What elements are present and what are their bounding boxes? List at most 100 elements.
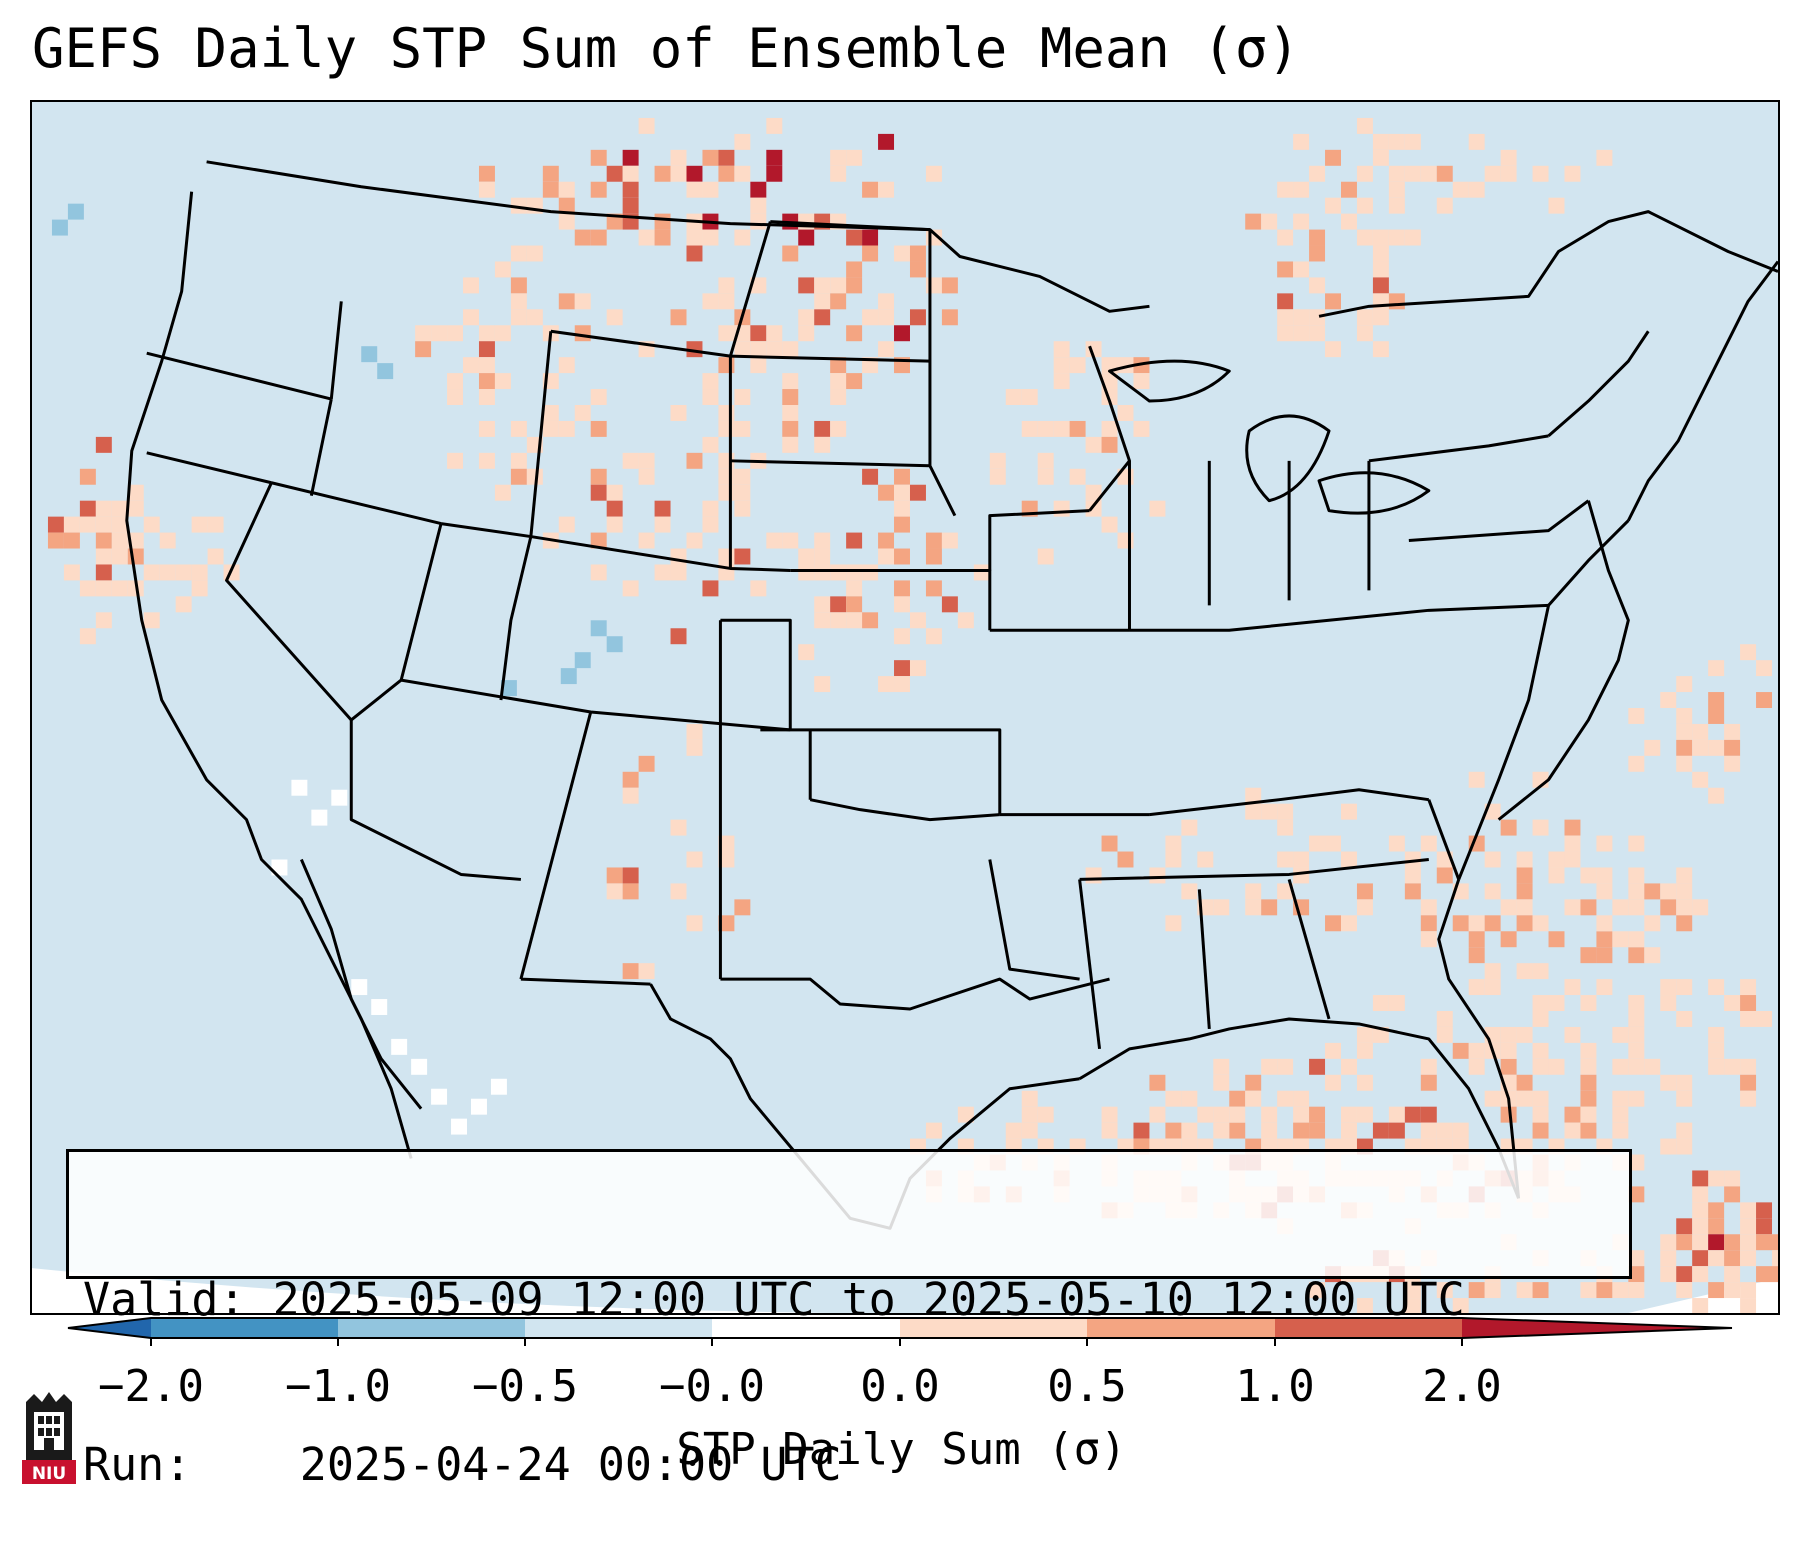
anomaly-cell [463,357,479,374]
anomaly-cell [1500,149,1517,166]
anomaly-cell [622,771,639,788]
anomaly-cell [1213,1122,1230,1139]
anomaly-cell [1596,915,1613,932]
anomaly-cell [894,245,910,262]
anomaly-cell [1341,915,1357,932]
anomaly-cell [1564,835,1581,852]
anomaly-cell [1676,883,1693,900]
anomaly-cell [1085,341,1102,358]
anomaly-cell [1516,1074,1533,1091]
anomaly-cell [1181,1090,1198,1107]
anomaly-cell [894,325,910,342]
anomaly-cell [590,229,607,246]
anomaly-cell [654,229,671,246]
anomaly-cell [766,117,783,134]
anomaly-cell [1468,1282,1485,1299]
anomaly-cell [1660,979,1677,996]
anomaly-cell [894,500,910,517]
anomaly-cell [1484,979,1501,996]
anomaly-cell [925,1122,942,1139]
anomaly-cell [814,596,831,613]
anomaly-cell [1596,835,1613,852]
anomaly-cell [1724,1186,1741,1203]
anomaly-cell [1532,1042,1549,1059]
anomaly-cell [558,516,575,533]
anomaly-cell [989,468,1006,485]
anomaly-cell [478,389,495,405]
anomaly-cell [1277,325,1294,342]
anomaly-cell-zero [431,1088,448,1105]
anomaly-cell [622,883,639,900]
anomaly-cell [542,181,559,198]
anomaly-cell [1468,947,1485,964]
anomaly-cell [1229,1090,1246,1107]
anomaly-cell [510,468,527,485]
anomaly-cell [1277,293,1294,310]
anomaly-cell [111,532,128,549]
anomaly-cell [1612,1282,1629,1299]
anomaly-cell [1053,341,1070,358]
anomaly-cell [1356,165,1373,182]
anomaly-cell [1452,915,1469,932]
anomaly-cell [111,516,128,533]
anomaly-cell [1213,1074,1230,1091]
anomaly-cell [1149,867,1166,884]
anomaly-cell [846,580,863,597]
anomaly-cell [750,213,767,230]
map-title: GEFS Daily STP Sum of Ensemble Mean (σ) [32,17,1300,80]
anomaly-cell [1229,1106,1246,1123]
anomaly-cell [1420,1122,1437,1139]
anomaly-cell [1724,995,1741,1011]
anomaly-cell [670,309,687,326]
anomaly-cell [1532,1122,1549,1139]
anomaly-cell [814,436,831,453]
anomaly-cell [1468,133,1485,150]
anomaly-cell [1468,931,1485,948]
anomaly-cell [750,357,767,374]
anomaly-cell [957,1106,974,1123]
anomaly-cell [1309,1106,1326,1123]
anomaly-cell [510,277,527,294]
anomaly-cell [1676,979,1693,996]
anomaly-cell [1676,1010,1693,1027]
anomaly-cell [702,580,719,597]
anomaly-cell [894,484,910,501]
anomaly-cell [654,500,671,517]
anomaly-cell [1309,1122,1326,1139]
anomaly-cell [1676,1234,1693,1251]
anomaly-cell [1500,1026,1517,1043]
anomaly-cell [734,500,751,517]
anomaly-cell [447,452,464,469]
anomaly-cell [1756,692,1773,708]
anomaly-cell [798,277,815,294]
anomaly-cell [1309,165,1326,182]
anomaly-cell [95,580,112,597]
anomaly-cell [782,404,799,421]
anomaly-cell [782,373,799,390]
anomaly-cell [654,165,671,182]
anomaly-cell [1404,165,1421,182]
colorbar-extend-high [1462,1318,1732,1338]
anomaly-cell [1660,692,1677,708]
anomaly-cell-zero [391,1038,408,1055]
anomaly-cell [1356,1298,1373,1313]
anomaly-cell [894,628,910,645]
anomaly-cell [925,165,942,182]
anomaly-cell [1309,277,1326,294]
anomaly-cell [542,420,559,437]
anomaly-cell [1612,1058,1629,1075]
anomaly-cell [734,548,751,565]
anomaly-cell [1532,1058,1549,1075]
anomaly-cell [750,341,767,358]
anomaly-cell [909,261,926,278]
anomaly-cell [1404,851,1421,868]
anomaly-cell [1596,979,1613,996]
anomaly-cell [830,612,847,629]
anomaly-cell [846,612,863,629]
anomaly-cell [1356,229,1373,246]
anomaly-cell [925,548,942,565]
anomaly-cell [1468,915,1485,932]
anomaly-cell [1133,1122,1150,1139]
anomaly-cell [782,389,799,405]
anomaly-cell [1372,1122,1389,1139]
